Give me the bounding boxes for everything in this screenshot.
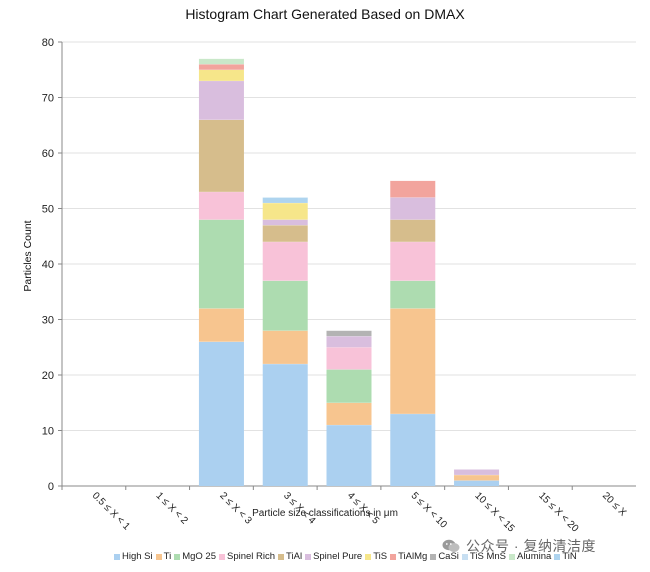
y-tick-label: 20 bbox=[42, 370, 54, 382]
legend-label: MgO 25 bbox=[182, 551, 216, 562]
bar-segment bbox=[390, 219, 436, 242]
legend-item: TiAlMg bbox=[390, 551, 427, 562]
bar-segment bbox=[198, 80, 244, 120]
bar-segment bbox=[326, 336, 372, 348]
watermark: 公众号 · 复纳清洁度 bbox=[442, 536, 596, 556]
bar-segment bbox=[262, 280, 308, 331]
bar-segment bbox=[390, 280, 436, 309]
bar-segment bbox=[454, 469, 500, 475]
legend-item: TiS MnS bbox=[461, 551, 506, 562]
bar-segment bbox=[326, 402, 372, 425]
legend-swatch bbox=[114, 553, 120, 560]
bar-segment bbox=[198, 308, 244, 342]
legend-label: TiN bbox=[562, 551, 577, 562]
legend-label: CaSi bbox=[438, 551, 459, 562]
y-tick-label: 50 bbox=[42, 204, 54, 216]
bar-segment bbox=[198, 119, 244, 192]
bar-segment bbox=[198, 69, 244, 81]
legend-swatch bbox=[365, 553, 372, 560]
legend-label: TiAl bbox=[286, 551, 303, 562]
legend-label: TiS MnS bbox=[469, 551, 506, 562]
legend-label: Spinel Rich bbox=[226, 551, 276, 562]
y-tick-label: 0 bbox=[48, 481, 54, 493]
bar-segment bbox=[198, 191, 244, 220]
legend-item: TiAl bbox=[278, 551, 302, 562]
legend-swatch bbox=[554, 553, 561, 560]
chart-title: Histogram Chart Generated Based on DMAX bbox=[185, 6, 465, 22]
bar-segment bbox=[390, 241, 436, 281]
bar-segment bbox=[262, 219, 308, 226]
bar-segment bbox=[326, 424, 372, 486]
legend-swatch bbox=[430, 553, 437, 560]
wechat-icon bbox=[442, 539, 460, 552]
legend-item: Spinel Rich bbox=[218, 551, 276, 562]
bar-segment bbox=[390, 180, 436, 198]
legend-label: TiS bbox=[373, 551, 388, 562]
legend-label: Spinel Pure bbox=[313, 551, 363, 562]
bar-segment bbox=[198, 219, 244, 309]
legend-item: MgO 25 bbox=[174, 551, 216, 562]
x-axis-label: Particle size classifications in μm bbox=[252, 508, 398, 519]
bar-segment bbox=[198, 64, 244, 70]
legend-label: High Si bbox=[122, 551, 153, 562]
bar-segment bbox=[198, 58, 244, 65]
legend-item: Alumina bbox=[508, 551, 552, 562]
bar-segment bbox=[390, 413, 436, 486]
bar-segment bbox=[262, 241, 308, 281]
bar-segment bbox=[262, 330, 308, 364]
bar-segment bbox=[262, 225, 308, 242]
bar-segment bbox=[454, 480, 500, 486]
bar-segment bbox=[326, 369, 372, 403]
y-tick-label: 40 bbox=[42, 259, 54, 271]
bar-segment bbox=[262, 363, 308, 486]
legend-swatch bbox=[390, 553, 397, 560]
legend-swatch bbox=[278, 553, 285, 560]
legend-label: TiAlMg bbox=[398, 551, 428, 562]
bar-segment bbox=[262, 197, 308, 203]
bar-segment bbox=[326, 330, 372, 337]
chart-legend: High Si Ti MgO 25 Spinel Rich TiAl Spinel Pur… bbox=[114, 551, 580, 562]
y-tick-label: 10 bbox=[42, 426, 54, 438]
legend-swatch bbox=[305, 553, 312, 560]
y-tick-label: 60 bbox=[42, 148, 54, 160]
watermark-text: 公众号 · 复纳清洁度 bbox=[466, 538, 596, 554]
legend-swatch bbox=[508, 553, 515, 560]
legend-item: TiS bbox=[365, 551, 387, 562]
bar-segment bbox=[326, 347, 372, 370]
y-tick-label: 70 bbox=[42, 93, 54, 105]
bar-segment bbox=[198, 341, 244, 486]
legend-swatch bbox=[218, 553, 225, 560]
y-tick-label: 80 bbox=[42, 37, 54, 49]
legend-swatch bbox=[155, 553, 162, 560]
bar-segment bbox=[454, 474, 500, 481]
bar-segment bbox=[390, 308, 436, 414]
legend-item: Spinel Pure bbox=[305, 551, 362, 562]
legend-item: Ti bbox=[155, 551, 172, 562]
bar-segment bbox=[390, 197, 436, 220]
legend-item: CaSi bbox=[430, 551, 459, 562]
legend-item: TiN bbox=[554, 551, 577, 562]
legend-label: Alumina bbox=[516, 551, 552, 562]
legend-label: Ti bbox=[163, 551, 172, 562]
y-tick-label: 30 bbox=[42, 315, 54, 327]
bar-segment bbox=[262, 202, 308, 220]
legend-swatch bbox=[174, 553, 181, 560]
legend-item: High Si bbox=[114, 551, 153, 562]
legend-swatch bbox=[461, 553, 468, 560]
